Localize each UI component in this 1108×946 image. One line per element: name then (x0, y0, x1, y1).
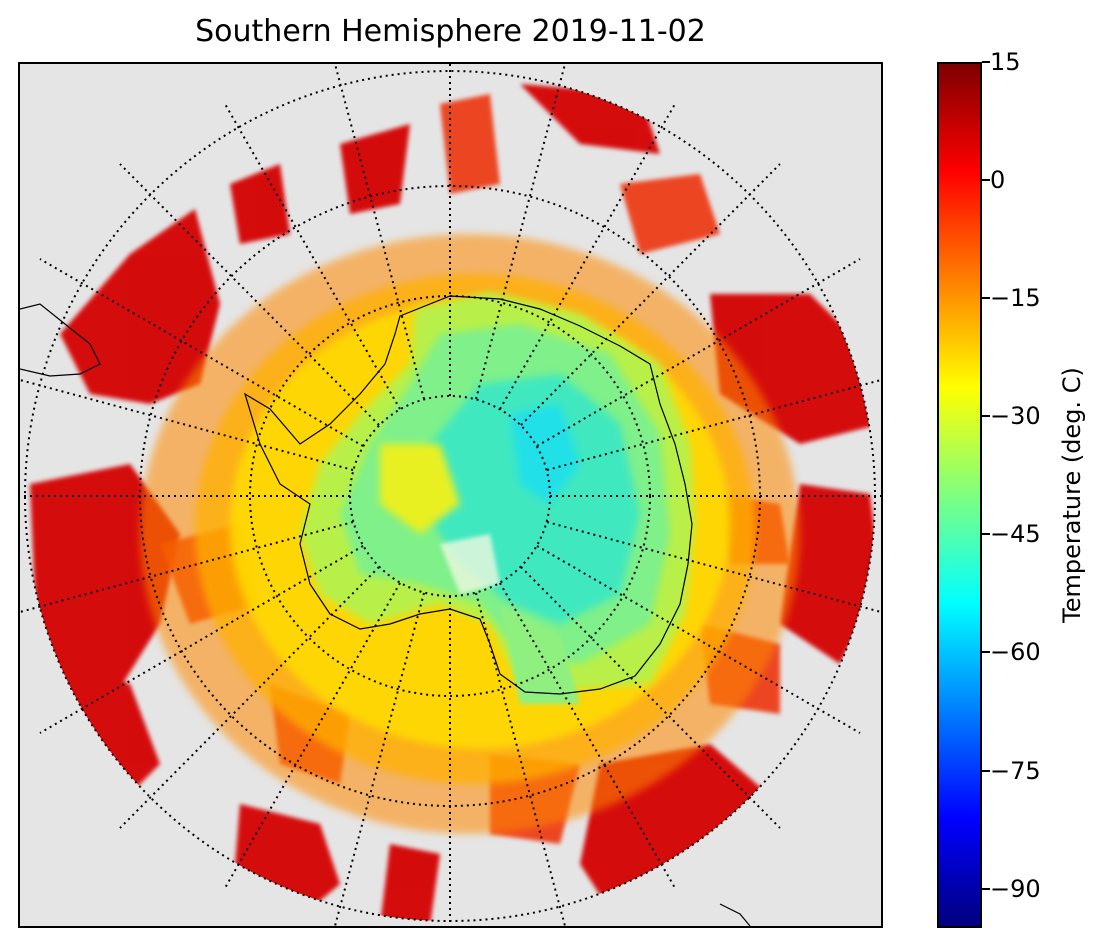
colorbar-tick-mark (982, 651, 990, 654)
colorbar-tick-mark (982, 179, 990, 182)
map-title: Southern Hemisphere 2019-11-02 (195, 14, 706, 49)
south-america-tip (20, 303, 101, 377)
colorbar-tick-mark (982, 769, 990, 772)
colorbar-tick-label: 0 (990, 166, 1006, 195)
colorbar-tick-mark (982, 887, 990, 890)
colorbar-label: Temperature (deg. C) (1058, 367, 1086, 623)
colorbar-tick-label: −45 (990, 520, 1041, 549)
colorbar-tick-mark (982, 61, 990, 63)
antarctica-coastline (243, 295, 693, 695)
antarctica-interior (300, 292, 695, 704)
map-panel (18, 62, 883, 928)
new-zealand-coast (719, 903, 751, 926)
colorbar-tick-mark (982, 415, 990, 418)
colorbar-tick-label: −60 (990, 638, 1041, 667)
colorbar-tick-label: −75 (990, 756, 1041, 785)
colorbar (937, 62, 982, 928)
colorbar-tick-label: −15 (990, 284, 1041, 313)
colorbar-tick-label: 15 (990, 48, 1021, 76)
colorbar-tick-mark (982, 533, 990, 536)
colorbar-tick-label: −30 (990, 402, 1041, 431)
polar-map (20, 64, 881, 926)
graticule (20, 64, 881, 926)
temperature-field (30, 84, 875, 921)
colorbar-tick-mark (982, 297, 990, 300)
colorbar-tick-label: −90 (990, 874, 1041, 903)
